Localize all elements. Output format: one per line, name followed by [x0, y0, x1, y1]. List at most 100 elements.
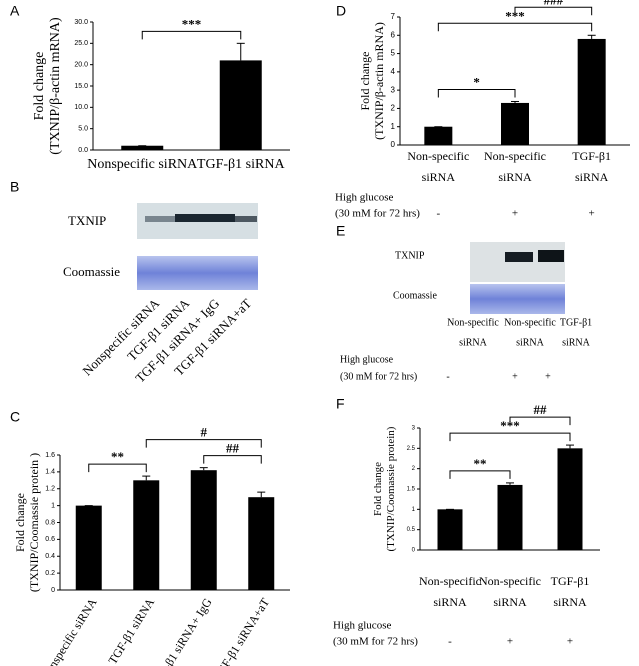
y-tick-label: 1 [391, 122, 396, 131]
y-axis-label: (TXNIP/Coomassie protein ) [27, 453, 41, 592]
y-tick-label: 2 [412, 466, 416, 472]
x-tick-label: siRNA [422, 170, 456, 184]
bar [75, 505, 102, 590]
panel-letter: A [10, 3, 20, 19]
y-tick-label: 5 [391, 49, 396, 58]
condition: + [545, 371, 551, 382]
x-tick-label: TGF-β1 [551, 574, 590, 588]
significance-bracket [203, 455, 262, 464]
significance-label: *** [505, 8, 525, 23]
condition: + [512, 371, 518, 382]
condition-label: High glucose [333, 620, 391, 632]
blot-b: B TXNIP Coomassie Nonspecific siRNA TGF-… [10, 179, 258, 386]
y-tick-label: 0.6 [45, 536, 55, 543]
significance-bracket [145, 439, 262, 448]
bar [557, 448, 583, 550]
bar [501, 102, 529, 145]
blot-e: E TXNIP Coomassie Non-specific siRNA Non… [336, 223, 592, 383]
band [538, 250, 564, 262]
significance-label: ## [226, 441, 240, 456]
lane-label: Non-specific [447, 317, 499, 328]
lane-label: TGF-β1 [560, 317, 592, 328]
x-tick-label: Non-specific [419, 574, 481, 588]
significance-bracket [141, 30, 242, 40]
y-axis-label: (TXNIP/β-actin mRNA) [48, 17, 63, 155]
significance-bracket [88, 463, 147, 473]
y-tick-label: 0 [391, 140, 396, 149]
bar [577, 38, 606, 145]
x-tick-label: siRNA [575, 170, 609, 184]
y-tick-label: 0.5 [407, 527, 416, 533]
y-tick-label: 0.4 [45, 553, 55, 560]
row-label: TXNIP [395, 250, 425, 261]
blot-image [137, 256, 258, 290]
significance-label: *** [182, 16, 202, 31]
y-tick-label: 6 [391, 30, 396, 39]
condition: + [507, 636, 513, 648]
lane-label: siRNA [459, 337, 488, 348]
panel-letter: F [336, 396, 345, 412]
significance-label: ** [111, 449, 124, 464]
significance-label: ### [544, 0, 564, 7]
panel-letter: B [10, 179, 19, 195]
y-axis-label: Fold change [358, 52, 372, 111]
y-tick-label: 3 [391, 85, 396, 94]
y-tick-label: 10.0 [74, 104, 88, 111]
significance-bracket [449, 470, 511, 479]
x-tick-label: Nonspecific siRNA [38, 595, 100, 666]
bar [121, 145, 164, 150]
band [505, 252, 533, 262]
y-tick-label: 2 [391, 104, 396, 113]
significance-label: *** [500, 418, 520, 433]
y-tick-label: 1.6 [45, 452, 55, 459]
significance-bracket [437, 88, 516, 98]
y-tick-label: 2.5 [407, 446, 416, 452]
y-axis-label: (TXNIP/Coomassie protein) [385, 426, 397, 551]
condition-label: (30 mM for 72 hrs) [333, 636, 418, 648]
x-tick-label: TGF-β1 [572, 149, 611, 163]
condition: + [589, 208, 595, 220]
panel-letter: D [336, 3, 346, 19]
row-label: Coomassie [393, 290, 437, 301]
y-tick-label: 1 [412, 507, 416, 513]
x-tick-label: siRNA [493, 595, 527, 609]
y-tick-label: 25.0 [74, 40, 88, 47]
x-tick-label: Non-specific [479, 574, 541, 588]
significance-bracket [514, 6, 593, 16]
y-tick-label: 1.2 [45, 486, 55, 493]
condition: - [436, 208, 440, 220]
x-tick-label: siRNA [498, 170, 532, 184]
significance-bracket [509, 416, 571, 426]
y-tick-label: 0.2 [45, 570, 55, 577]
significance-label: * [473, 74, 480, 89]
y-tick-label: 20.0 [74, 62, 88, 69]
blot-image [470, 284, 565, 314]
bar [424, 126, 453, 145]
condition: - [446, 371, 449, 382]
y-axis-label: Fold change [32, 52, 47, 121]
panel-letter: C [10, 409, 20, 425]
band [235, 216, 257, 222]
x-tick-label: Non-specific [484, 149, 546, 163]
condition-label: High glucose [340, 354, 394, 365]
band [205, 214, 235, 222]
x-tick-label: siRNA [433, 595, 467, 609]
lane-label: siRNA [562, 337, 591, 348]
row-label: TXNIP [68, 213, 106, 228]
y-tick-label: 1 [51, 502, 55, 509]
bar [133, 480, 160, 590]
y-axis-label: Fold change [13, 493, 27, 552]
bar [248, 497, 275, 590]
bar [219, 60, 262, 150]
condition-label: High glucose [335, 192, 393, 204]
x-tick-label: TGF-β1 siRNA [105, 595, 157, 666]
y-tick-label: 0 [51, 587, 55, 594]
y-tick-label: 1.5 [407, 487, 416, 493]
y-tick-label: 1.4 [45, 469, 55, 476]
y-axis-label: Fold change [372, 462, 384, 516]
y-tick-label: 0.0 [78, 147, 88, 154]
y-tick-label: 7 [391, 12, 396, 21]
band [175, 214, 205, 222]
x-tick-label: Nonspecific siRNA [87, 157, 198, 172]
